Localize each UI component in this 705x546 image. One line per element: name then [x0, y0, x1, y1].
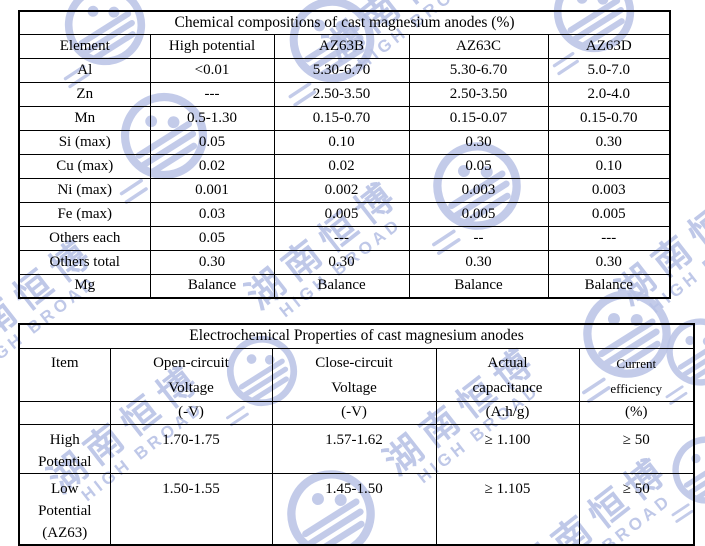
row-label: Others total — [18, 249, 151, 275]
table-cell: 1.50-1.55 — [109, 472, 273, 546]
table-row: Others each 0.05 --- -- --- — [18, 225, 671, 251]
table-cell: Balance — [408, 273, 549, 299]
table-cell: ≥ 1.105 — [435, 472, 580, 546]
table-row: Mn 0.5-1.30 0.15-0.70 0.15-0.07 0.15-0.7… — [18, 105, 671, 131]
table-cell: 0.03 — [149, 201, 275, 227]
row-label: Ni (max) — [18, 177, 151, 203]
table-cell: Balance — [273, 273, 410, 299]
table-header-row: Element High potential AZ63B AZ63C AZ63D — [18, 33, 671, 59]
table-row: Al <0.01 5.30-6.70 5.30-6.70 5.0-7.0 — [18, 57, 671, 83]
column-header-element: Element — [18, 33, 151, 59]
row-label: Mg — [18, 273, 151, 299]
unit-cell: (A.h/g) — [435, 400, 580, 425]
table-cell: 1.70-1.75 — [109, 423, 273, 474]
row-label: Si (max) — [18, 129, 151, 155]
unit-cell: (-V) — [109, 400, 273, 425]
table-cell: ≥ 50 — [578, 423, 695, 474]
table-cell: 0.02 — [149, 153, 275, 179]
table-header-row: Item Open-circuit Voltage Close-circuit … — [18, 347, 695, 402]
column-header-az63b: AZ63B — [273, 33, 410, 59]
table-row: Cu (max) 0.02 0.02 0.05 0.10 — [18, 153, 671, 179]
table-units-row: (-V) (-V) (A.h/g) (%) — [18, 400, 695, 425]
table-cell: 0.15-0.07 — [408, 105, 549, 131]
table-cell: 0.30 — [547, 249, 671, 275]
column-header-open-circuit-voltage: Open-circuit Voltage — [109, 347, 273, 402]
table-row: Mg Balance Balance Balance Balance — [18, 273, 671, 299]
table-cell: 0.005 — [273, 201, 410, 227]
table-cell: ≥ 1.100 — [435, 423, 580, 474]
table-row: Si (max) 0.05 0.10 0.30 0.30 — [18, 129, 671, 155]
column-header-current-efficiency: Current efficiency — [578, 347, 695, 402]
table-cell: --- — [149, 81, 275, 107]
table-cell: 0.003 — [547, 177, 671, 203]
row-label: Mn — [18, 105, 151, 131]
table-row: Fe (max) 0.03 0.005 0.005 0.005 — [18, 201, 671, 227]
table-cell: 0.30 — [408, 249, 549, 275]
unit-cell: (-V) — [271, 400, 437, 425]
table-cell: 0.10 — [273, 129, 410, 155]
table-row-high-potential: High Potential 1.70-1.75 1.57-1.62 ≥ 1.1… — [18, 423, 695, 474]
column-header-item: Item — [18, 347, 111, 402]
column-header-close-circuit-voltage: Close-circuit Voltage — [271, 347, 437, 402]
unit-cell — [18, 400, 111, 425]
table-cell: 0.10 — [547, 153, 671, 179]
table-cell: 5.0-7.0 — [547, 57, 671, 83]
table-cell: 0.001 — [149, 177, 275, 203]
table-cell: 2.50-3.50 — [273, 81, 410, 107]
table-cell: 2.50-3.50 — [408, 81, 549, 107]
electrochemical-properties-table: Electrochemical Properties of cast magne… — [18, 323, 696, 546]
table-cell: --- — [547, 225, 671, 251]
table-cell: ≥ 50 — [578, 472, 695, 546]
unit-cell: (%) — [578, 400, 695, 425]
table-cell: 1.45-1.50 — [271, 472, 437, 546]
table-cell: 0.05 — [408, 153, 549, 179]
table-cell: 0.15-0.70 — [547, 105, 671, 131]
table-cell: 5.30-6.70 — [273, 57, 410, 83]
column-header-az63d: AZ63D — [547, 33, 671, 59]
table-cell: 0.002 — [273, 177, 410, 203]
table-title-row: Chemical compositions of cast magnesium … — [18, 10, 671, 35]
row-label: Low Potential (AZ63) — [18, 472, 111, 546]
table-row: Zn --- 2.50-3.50 2.50-3.50 2.0-4.0 — [18, 81, 671, 107]
table-cell: 0.05 — [149, 129, 275, 155]
table-cell: 5.30-6.70 — [408, 57, 549, 83]
table-cell: <0.01 — [149, 57, 275, 83]
table-title: Chemical compositions of cast magnesium … — [18, 10, 671, 35]
table-cell: 0.30 — [408, 129, 549, 155]
row-label: Fe (max) — [18, 201, 151, 227]
table-cell: 0.30 — [547, 129, 671, 155]
table-title: Electrochemical Properties of cast magne… — [18, 323, 695, 349]
column-header-az63c: AZ63C — [408, 33, 549, 59]
row-label: Cu (max) — [18, 153, 151, 179]
table-cell: 0.005 — [408, 201, 549, 227]
column-header-high-potential: High potential — [149, 33, 275, 59]
table-cell: 0.02 — [273, 153, 410, 179]
table-cell: 0.005 — [547, 201, 671, 227]
table-row-low-potential: Low Potential (AZ63) 1.50-1.55 1.45-1.50… — [18, 472, 695, 546]
table-cell: 0.30 — [273, 249, 410, 275]
row-label: High Potential — [18, 423, 111, 474]
table-cell: -- — [408, 225, 549, 251]
table-row: Others total 0.30 0.30 0.30 0.30 — [18, 249, 671, 275]
row-label: Others each — [18, 225, 151, 251]
table-cell: 0.05 — [149, 225, 275, 251]
table-title-row: Electrochemical Properties of cast magne… — [18, 323, 695, 349]
table-cell: Balance — [149, 273, 275, 299]
row-label: Al — [18, 57, 151, 83]
table-cell: 0.5-1.30 — [149, 105, 275, 131]
table-cell: 1.57-1.62 — [271, 423, 437, 474]
table-cell: 0.15-0.70 — [273, 105, 410, 131]
table-cell: 0.30 — [149, 249, 275, 275]
table-cell: 2.0-4.0 — [547, 81, 671, 107]
table-cell: Balance — [547, 273, 671, 299]
chemical-compositions-table: Chemical compositions of cast magnesium … — [18, 10, 672, 299]
table-row: Ni (max) 0.001 0.002 0.003 0.003 — [18, 177, 671, 203]
row-label: Zn — [18, 81, 151, 107]
table-cell: 0.003 — [408, 177, 549, 203]
column-header-actual-capacitance: Actual capacitance — [435, 347, 580, 402]
table-cell: --- — [273, 225, 410, 251]
